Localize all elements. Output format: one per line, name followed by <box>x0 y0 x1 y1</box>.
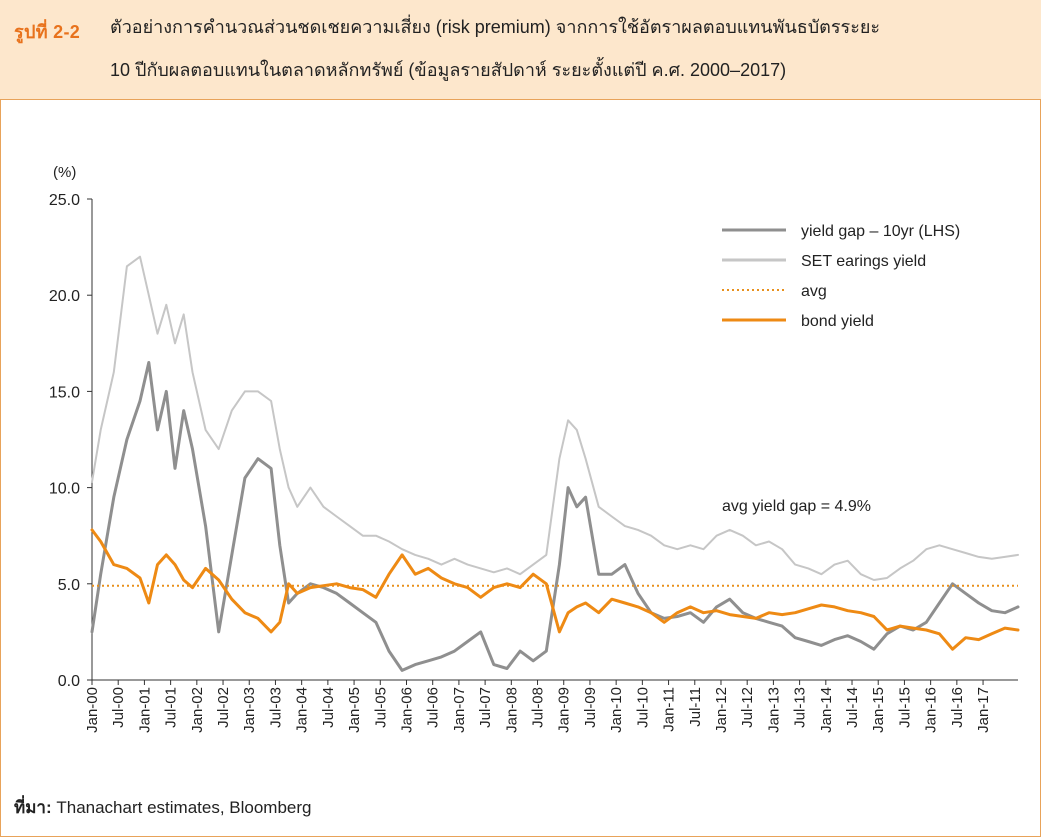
x-tick-label: Jan-02 <box>189 687 206 733</box>
x-tick-label: Jul-16 <box>949 687 966 728</box>
figure-label: รูปที่ 2-2 <box>14 22 81 42</box>
x-tick-label: Jan-15 <box>870 687 887 733</box>
chart-legend: yield gap – 10yr (LHS) SET earings yield a… <box>722 223 960 330</box>
source-text: Thanachart estimates, Bloomberg <box>56 798 312 817</box>
y-tick-label: 15.0 <box>49 384 80 401</box>
yield-chart: 0.0 5.0 10.0 15.0 20.0 25.0 (%) Jan-00 Jul-00 Jan… <box>49 164 1020 733</box>
y-tick-label: 10.0 <box>49 481 80 498</box>
figure-title-line1: ตัวอย่างการคำนวณส่วนชดเชยความเสี่ยง (ris… <box>110 17 881 37</box>
x-tick-label: Jan-12 <box>713 687 730 733</box>
source-label: ที่มา: <box>14 798 52 817</box>
x-tick-label: Jan-13 <box>765 687 782 733</box>
x-tick-label: Jan-16 <box>923 687 940 733</box>
x-tick-label: Jul-10 <box>634 687 651 728</box>
series-line-set-yield <box>91 255 1019 581</box>
series-line-yield-gap <box>90 361 1020 672</box>
figure-title-line2: 10 ปีกับผลตอบแทนในตลาดหลักทรัพย์ (ข้อมูล… <box>110 60 787 80</box>
y-tick-label: 5.0 <box>58 577 80 594</box>
x-tick-label: Jul-01 <box>163 687 180 728</box>
x-tick-label: Jan-03 <box>241 687 258 733</box>
x-tick-label: Jan-08 <box>503 687 520 733</box>
x-tick-label: Jul-08 <box>530 687 547 728</box>
source-note: ที่มา: Thanachart estimates, Bloomberg <box>14 794 311 821</box>
x-tick-label: Jul-09 <box>582 687 599 728</box>
x-tick-label: Jul-12 <box>739 687 756 728</box>
x-tick-label: Jan-05 <box>346 687 363 733</box>
x-tick-label: Jul-13 <box>792 687 809 728</box>
x-tick-label: Jul-07 <box>477 687 494 728</box>
x-tick-label: Jan-17 <box>975 687 992 733</box>
x-tick-label: Jul-00 <box>110 687 127 728</box>
x-tick-label: Jul-11 <box>687 687 704 727</box>
y-tick-label: 0.0 <box>58 673 80 690</box>
y-tick-label: 25.0 <box>49 192 80 209</box>
x-tick-label: Jul-05 <box>372 687 389 728</box>
x-tick-label: Jan-10 <box>608 687 625 733</box>
y-tick-label: 20.0 <box>49 288 80 305</box>
x-tick-label: Jan-09 <box>556 687 573 733</box>
x-tick-label: Jan-00 <box>84 687 101 733</box>
x-tick-label: Jul-14 <box>844 687 861 728</box>
x-tick-label: Jul-03 <box>267 687 284 728</box>
x-tick-label: Jan-04 <box>294 687 311 733</box>
legend-label-yield-gap: yield gap – 10yr (LHS) <box>801 223 960 240</box>
series-line-bond-yield <box>90 528 1020 651</box>
figure-header: รูปที่ 2-2 ตัวอย่างการคำนวณส่วนชดเชยความ… <box>0 0 1041 100</box>
x-tick-label: Jan-14 <box>818 687 835 733</box>
x-tick-label: Jan-06 <box>398 687 415 733</box>
x-tick-label: Jan-07 <box>451 687 468 733</box>
x-tick-label: Jul-02 <box>215 687 232 728</box>
x-tick-label: Jul-15 <box>896 687 913 728</box>
x-tick-label: Jul-04 <box>320 687 337 728</box>
legend-label-bond-yield: bond yield <box>801 313 874 330</box>
x-tick-label: Jan-11 <box>661 687 678 732</box>
x-tick-label: Jul-06 <box>425 687 442 728</box>
legend-label-avg: avg <box>801 283 827 300</box>
y-unit-label: (%) <box>53 164 76 181</box>
avg-yield-gap-annotation: avg yield gap = 4.9% <box>722 498 871 515</box>
legend-label-set-yield: SET earings yield <box>801 253 926 270</box>
x-tick-label: Jan-01 <box>136 687 153 733</box>
